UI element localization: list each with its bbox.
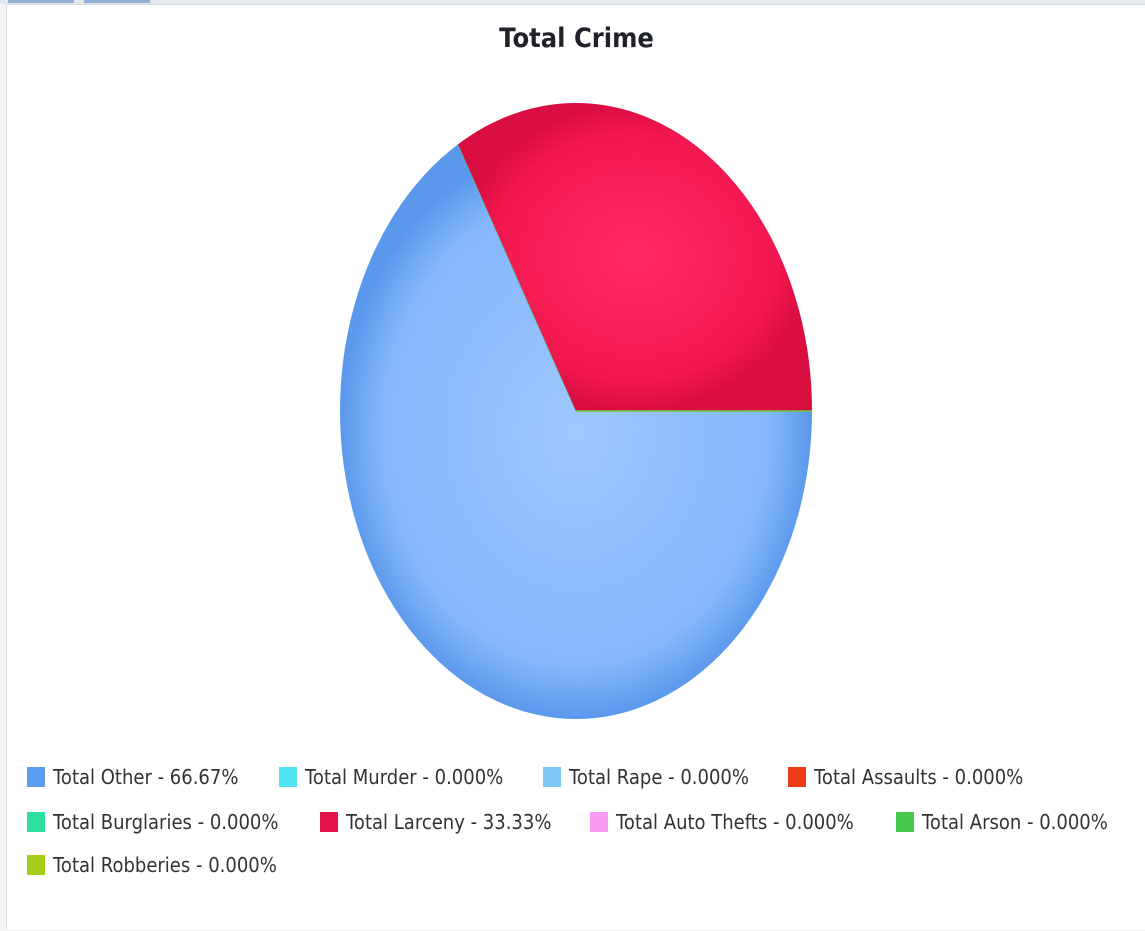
chart-panel: Total Crime Total Other - 66.67% Total Mu… (6, 4, 1145, 930)
legend-item-2[interactable]: Total Rape - 0.000% (543, 765, 769, 789)
legend-swatch (27, 767, 45, 787)
top-tab-1[interactable] (8, 0, 74, 3)
legend-item-3[interactable]: Total Assaults - 0.000% (788, 765, 1047, 789)
legend-item-7[interactable]: Total Arson - 0.000% (896, 810, 1129, 834)
top-tab-2[interactable] (84, 0, 150, 3)
pie-chart (340, 102, 812, 719)
window-top-strip (0, 0, 1145, 4)
legend-swatch (27, 812, 45, 832)
legend-label: Total Robberies - 0.000% (53, 853, 277, 877)
legend-item-8[interactable]: Total Robberies - 0.000% (27, 853, 302, 877)
legend-label: Total Burglaries - 0.000% (53, 810, 279, 834)
legend-label: Total Auto Thefts - 0.000% (616, 810, 854, 834)
legend-label: Total Other - 66.67% (53, 765, 239, 789)
legend-label: Total Arson - 0.000% (922, 810, 1108, 834)
legend-item-4[interactable]: Total Burglaries - 0.000% (27, 810, 304, 834)
pie-slice-0[interactable] (340, 144, 812, 719)
legend-item-6[interactable]: Total Auto Thefts - 0.000% (590, 810, 880, 834)
legend-item-0[interactable]: Total Other - 66.67% (27, 765, 259, 789)
legend-label: Total Larceny - 33.33% (346, 810, 552, 834)
legend-item-5[interactable]: Total Larceny - 33.33% (320, 810, 574, 834)
legend-swatch (896, 812, 914, 832)
pie-slice-5[interactable] (458, 102, 812, 411)
legend-item-1[interactable]: Total Murder - 0.000% (279, 765, 525, 789)
legend-swatch (590, 812, 608, 832)
legend-label: Total Assaults - 0.000% (814, 765, 1024, 789)
legend-swatch (320, 812, 338, 832)
chart-title: Total Crime (499, 23, 654, 54)
legend-swatch (279, 767, 297, 787)
legend-swatch (543, 767, 561, 787)
legend-swatch (788, 767, 806, 787)
legend-swatch (27, 855, 45, 875)
legend-label: Total Murder - 0.000% (305, 765, 504, 789)
legend-label: Total Rape - 0.000% (569, 765, 749, 789)
chart-legend: Total Other - 66.67% Total Murder - 0.000… (7, 5, 1145, 931)
